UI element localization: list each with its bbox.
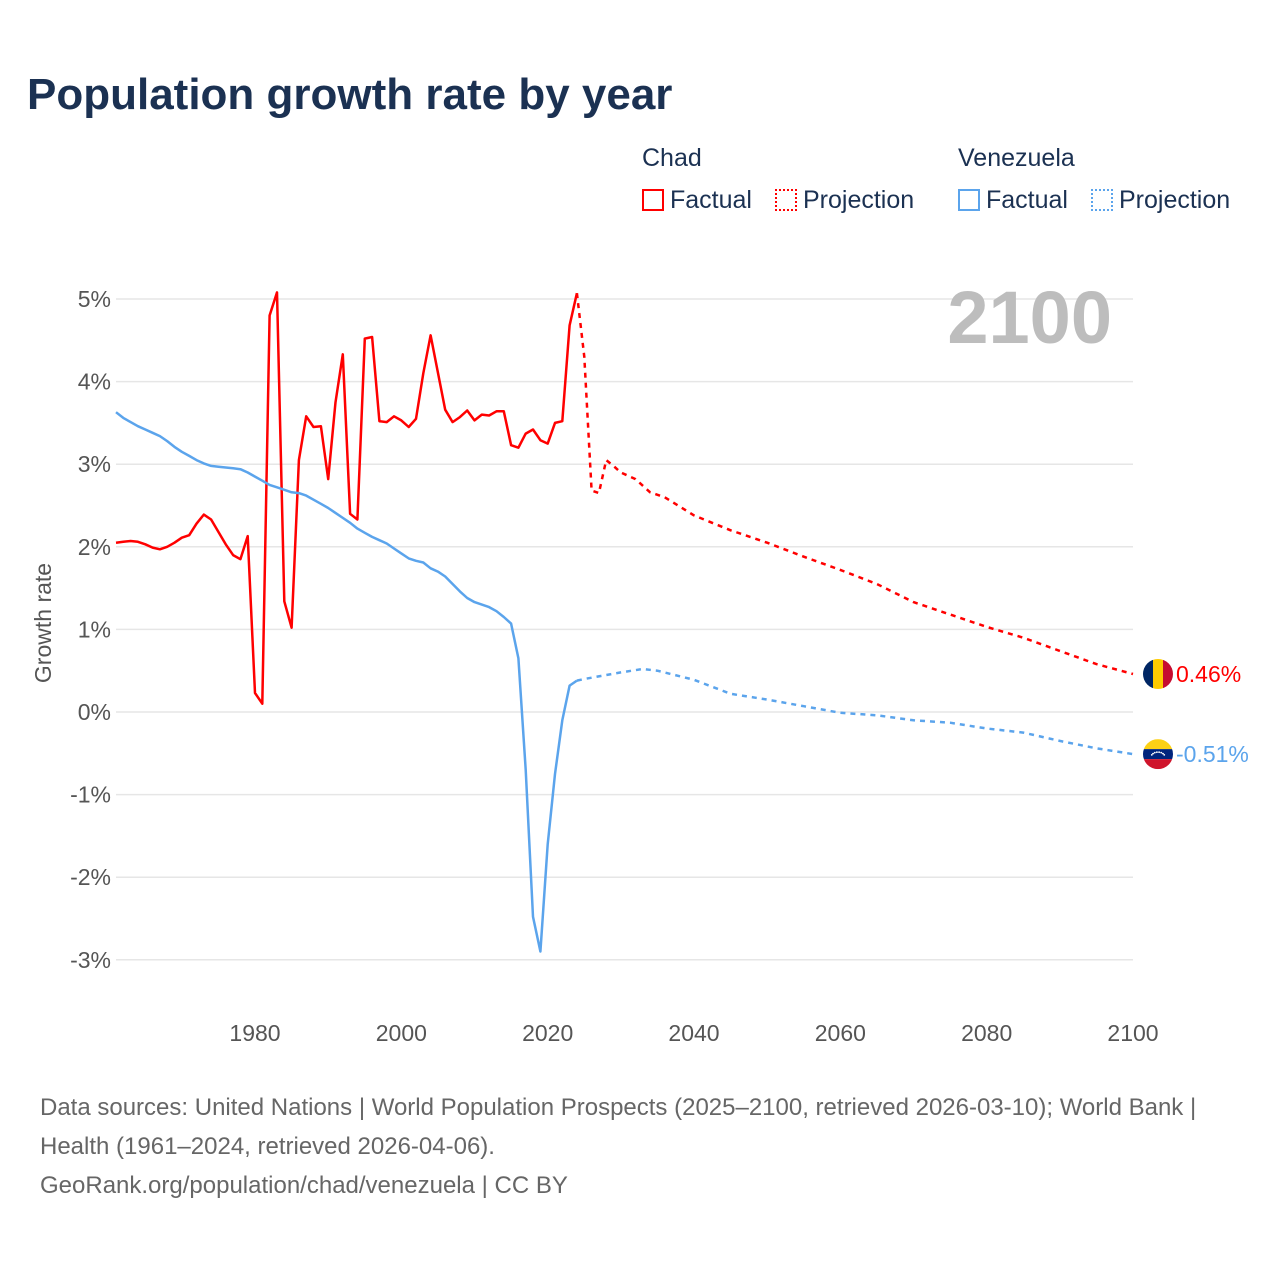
legend-label: Projection xyxy=(1119,186,1231,214)
y-tick-label: 5% xyxy=(78,286,111,312)
y-axis-label: Growth rate xyxy=(30,563,56,683)
legend-chad-projection[interactable]: Projection xyxy=(775,186,914,215)
legend-venezuela-factual[interactable]: Factual xyxy=(958,186,1068,215)
series-line-chad-factual xyxy=(115,291,579,705)
x-tick-label: 1980 xyxy=(229,1020,280,1046)
y-tick-label: 3% xyxy=(78,451,111,477)
year-label: 2100 xyxy=(947,276,1112,359)
data-sources: Data sources: United Nations | World Pop… xyxy=(40,1094,1197,1160)
x-tick-label: 2000 xyxy=(376,1020,427,1046)
y-tick-label: 0% xyxy=(78,699,111,725)
legend-swatch-solid-icon xyxy=(958,189,980,211)
legend-label: Projection xyxy=(803,186,915,214)
y-tick-label: 4% xyxy=(78,369,111,395)
end-value-label: 0.46% xyxy=(1176,661,1241,687)
legend-swatch-solid-icon xyxy=(642,189,664,211)
legend-chad-factual[interactable]: Factual xyxy=(642,186,752,215)
legend-venezuela-projection[interactable]: Projection xyxy=(1091,186,1230,215)
footer: Data sources: United Nations | World Pop… xyxy=(40,1088,1240,1205)
y-tick-label: 2% xyxy=(78,534,111,560)
legend-swatch-dotted-icon xyxy=(1091,189,1113,211)
chad-flag-icon xyxy=(1143,659,1173,690)
legend-label: Factual xyxy=(986,186,1068,214)
legend-swatch-dotted-icon xyxy=(775,189,797,211)
y-tick-label: -1% xyxy=(70,782,111,808)
x-tick-label: 2040 xyxy=(668,1020,719,1046)
x-tick-label: 2080 xyxy=(961,1020,1012,1046)
x-tick-label: 2060 xyxy=(815,1020,866,1046)
y-tick-label: 1% xyxy=(78,616,111,642)
y-tick-label: -3% xyxy=(70,947,111,973)
end-value-label: -0.51% xyxy=(1176,741,1249,767)
y-tick-label: -2% xyxy=(70,864,111,890)
legend-label: Factual xyxy=(670,186,752,214)
x-tick-label: 2100 xyxy=(1107,1020,1158,1046)
chart-title: Population growth rate by year xyxy=(27,70,673,119)
legend-group-chad: Chad xyxy=(642,144,702,172)
series-line-chad-projection xyxy=(575,293,1134,676)
series-line-venezuela-factual xyxy=(115,411,578,953)
legend-group-venezuela: Venezuela xyxy=(958,144,1075,172)
attribution-link[interactable]: GeoRank.org/population/chad/venezuela | … xyxy=(40,1172,568,1199)
x-tick-label: 2020 xyxy=(522,1020,573,1046)
series-line-venezuela-projection xyxy=(576,667,1134,756)
venezuela-flag-icon xyxy=(1143,739,1173,770)
